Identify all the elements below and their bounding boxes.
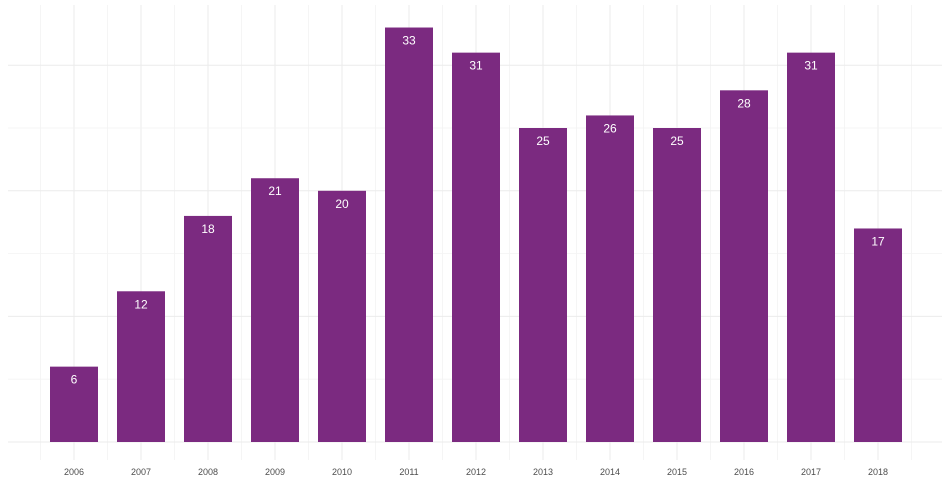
bar-2011 (385, 27, 433, 443)
bar-value-label-2017: 31 (804, 59, 818, 73)
bar-2018 (854, 228, 902, 442)
bar-value-label-2009: 21 (268, 184, 282, 198)
bar-2013 (519, 128, 567, 442)
x-tick-label-2008: 2008 (198, 467, 218, 477)
bar-value-label-2012: 31 (469, 59, 483, 73)
bar-2010 (318, 190, 366, 442)
bar-2008 (184, 215, 232, 442)
bar-value-label-2007: 12 (134, 297, 148, 311)
bar-value-label-2010: 20 (335, 197, 349, 211)
x-tick-label-2014: 2014 (600, 467, 620, 477)
x-tick-label-2013: 2013 (533, 467, 553, 477)
bar-value-label-2014: 26 (603, 121, 617, 135)
bar-2007 (117, 291, 165, 442)
bar-2014 (586, 115, 634, 442)
x-tick-label-2018: 2018 (868, 467, 888, 477)
bar-2015 (653, 128, 701, 442)
bar-value-label-2016: 28 (737, 96, 751, 110)
bar-2016 (720, 90, 768, 442)
bar-value-label-2015: 25 (670, 134, 684, 148)
bar-value-label-2013: 25 (536, 134, 550, 148)
x-tick-label-2017: 2017 (801, 467, 821, 477)
bar-2017 (787, 52, 835, 442)
x-tick-label-2011: 2011 (399, 467, 418, 477)
x-tick-label-2012: 2012 (466, 467, 486, 477)
x-tick-label-2007: 2007 (131, 467, 151, 477)
x-tick-label-2006: 2006 (64, 467, 84, 477)
x-tick-label-2009: 2009 (265, 467, 285, 477)
x-tick-label-2015: 2015 (667, 467, 687, 477)
bar-2012 (452, 52, 500, 442)
x-tick-label-2010: 2010 (332, 467, 352, 477)
bar-value-label-2018: 17 (871, 234, 885, 248)
bar-value-label-2008: 18 (201, 222, 215, 236)
bars (50, 27, 902, 443)
bar-2009 (251, 178, 299, 443)
bar-value-label-2006: 6 (71, 373, 78, 387)
bar-labels: 6 12 18 21 20 33 31 25 26 25 28 31 17 (71, 34, 885, 387)
x-axis-tick-labels: 2006 2007 2008 2009 2010 2011 2012 2013 2014 2015… (64, 467, 888, 477)
bar-value-label-2011: 33 (402, 34, 416, 48)
x-tick-label-2016: 2016 (734, 467, 754, 477)
bar-2006 (50, 366, 98, 442)
